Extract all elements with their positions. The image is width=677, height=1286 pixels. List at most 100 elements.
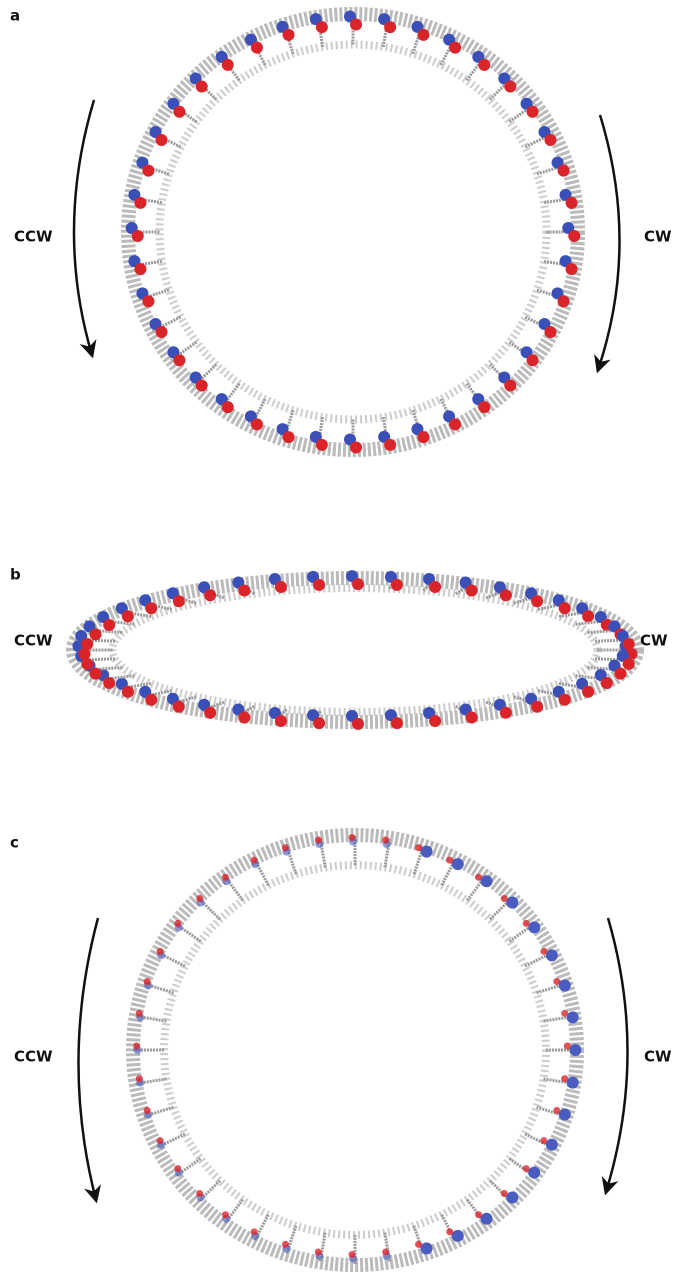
red-domain	[382, 837, 389, 844]
red-domain	[156, 326, 168, 338]
red-domain	[382, 1248, 389, 1255]
red-domain	[531, 701, 543, 713]
red-domain	[173, 701, 185, 713]
red-domain	[145, 694, 157, 706]
red-domain	[384, 439, 396, 451]
red-domain	[391, 579, 403, 591]
cw-label: CW	[644, 1048, 672, 1066]
red-domain	[500, 589, 512, 601]
red-domain	[204, 589, 216, 601]
red-domain	[157, 948, 164, 955]
red-domain	[540, 1137, 547, 1144]
blue-domain	[546, 1139, 558, 1151]
red-domain	[133, 1043, 140, 1050]
red-domain	[504, 80, 516, 92]
red-domain	[417, 29, 429, 41]
red-domain	[429, 581, 441, 593]
blue-domain	[452, 858, 464, 870]
red-domain	[283, 431, 295, 443]
red-domain	[544, 134, 556, 146]
red-domain	[561, 1010, 568, 1017]
red-domain	[196, 80, 208, 92]
inner-ring	[160, 45, 547, 420]
red-domain	[349, 834, 356, 841]
red-domain	[283, 29, 295, 41]
blue-domain	[569, 1044, 581, 1056]
red-domain	[103, 677, 115, 689]
red-domain	[136, 1010, 143, 1017]
red-domain	[415, 1241, 422, 1248]
red-domain	[103, 619, 115, 631]
red-domain	[449, 418, 461, 430]
red-domain	[316, 21, 328, 33]
red-domain	[566, 197, 578, 209]
red-domain	[553, 978, 560, 985]
red-domain	[475, 874, 482, 881]
red-domain	[81, 638, 93, 650]
red-domain	[134, 197, 146, 209]
red-domain	[315, 837, 322, 844]
figure: a CCW CW b CCW CW c CCW CW	[0, 0, 677, 1286]
blue-domain	[421, 1242, 433, 1254]
red-domain	[478, 59, 490, 71]
red-domain	[251, 1228, 258, 1235]
red-domain	[173, 106, 185, 118]
red-domain	[466, 712, 478, 724]
red-domain	[527, 354, 539, 366]
red-domain	[196, 380, 208, 392]
red-domain	[90, 628, 102, 640]
red-domain	[523, 1165, 530, 1172]
blue-domain	[506, 897, 518, 909]
blue-domain	[421, 846, 433, 858]
red-domain	[568, 230, 580, 242]
blue-domain	[481, 1213, 493, 1225]
cw-arrow	[606, 918, 628, 1192]
red-domain	[145, 602, 157, 614]
red-domain	[174, 920, 181, 927]
ccw-label: CCW	[14, 632, 53, 650]
red-domain	[349, 1251, 356, 1258]
blue-domain	[452, 1230, 464, 1242]
red-domain	[144, 1107, 151, 1114]
red-domain	[132, 230, 144, 242]
red-domain	[614, 668, 626, 680]
red-domain	[500, 707, 512, 719]
red-domain	[623, 658, 635, 670]
red-domain	[196, 895, 203, 902]
red-domain	[544, 326, 556, 338]
blue-domain	[528, 921, 540, 933]
red-domain	[561, 1075, 568, 1082]
red-domain	[173, 595, 185, 607]
cw-label: CW	[644, 228, 672, 246]
red-domain	[391, 717, 403, 729]
red-domain	[144, 978, 151, 985]
red-domain	[238, 712, 250, 724]
red-domain	[352, 718, 364, 730]
red-domain	[275, 715, 287, 727]
red-domain	[446, 1228, 453, 1235]
panel-label: c	[10, 834, 19, 852]
red-domain	[282, 844, 289, 851]
outer-ring	[73, 578, 637, 722]
red-domain	[566, 263, 578, 275]
red-domain	[559, 694, 571, 706]
inner-ring	[164, 865, 546, 1235]
red-domain	[501, 895, 508, 902]
red-domain	[222, 1211, 229, 1218]
red-domain	[350, 19, 362, 31]
red-domain	[558, 295, 570, 307]
blue-domain	[546, 949, 558, 961]
blue-domain	[567, 1011, 579, 1023]
blue-domain	[528, 1167, 540, 1179]
red-domain	[415, 844, 422, 851]
red-domain	[478, 401, 490, 413]
red-domain	[623, 638, 635, 650]
red-domain	[559, 602, 571, 614]
red-domain	[601, 677, 613, 689]
red-domain	[582, 686, 594, 698]
blue-domain	[506, 1191, 518, 1203]
red-domain	[313, 579, 325, 591]
red-domain	[350, 441, 362, 453]
red-domain	[531, 595, 543, 607]
red-domain	[384, 21, 396, 33]
